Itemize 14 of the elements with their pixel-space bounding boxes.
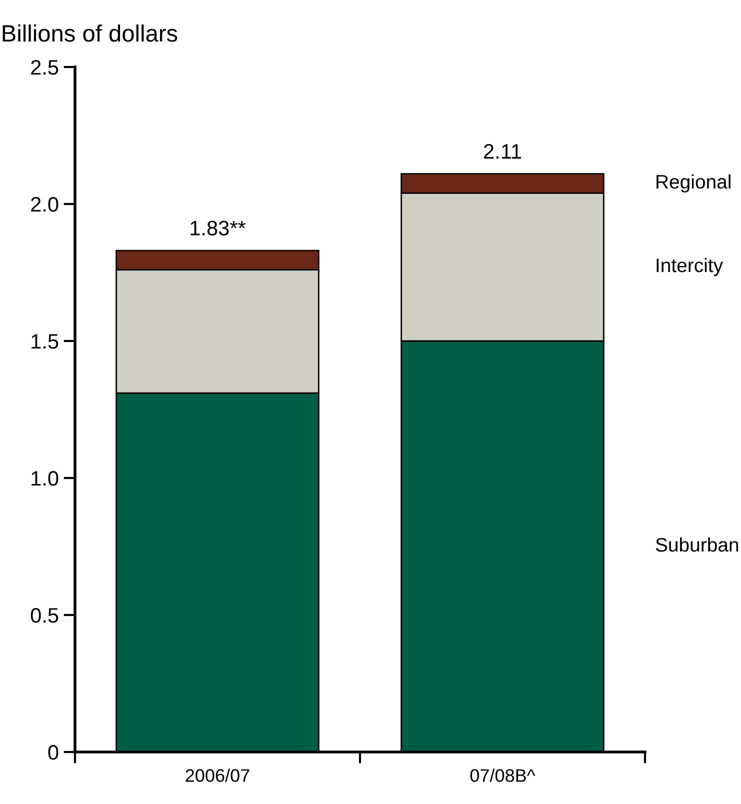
total-label: 1.83** xyxy=(190,220,246,236)
y-tick-label: 0.5 xyxy=(30,608,58,623)
x-tick-label: 07/08B^ xyxy=(470,768,536,782)
text: Suburban xyxy=(656,537,738,552)
text: Regional xyxy=(656,174,730,193)
y-tick-label: 1.0 xyxy=(32,471,58,486)
y-tick-label: 2.5 xyxy=(31,60,58,75)
total-label: 2.11 xyxy=(484,144,521,159)
y-tick-label: 1.5 xyxy=(32,334,58,349)
y-tick-label: 2.0 xyxy=(31,197,58,212)
x-tick-label: 2006/07 xyxy=(186,768,250,782)
y-axis-title: Billions of dollars xyxy=(2,24,178,42)
text: Intercity xyxy=(656,258,724,276)
y-tick-label: 0 xyxy=(48,745,58,760)
